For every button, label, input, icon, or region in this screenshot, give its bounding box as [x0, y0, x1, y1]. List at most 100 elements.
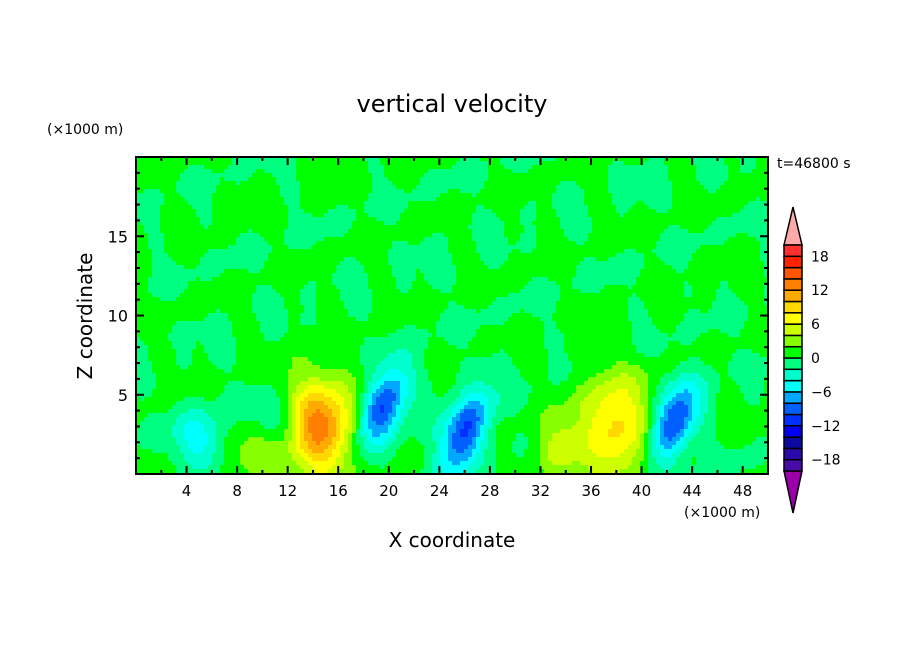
- contour-cell: [704, 185, 720, 189]
- contour-cell: [688, 425, 692, 429]
- contour-cell: [440, 437, 448, 441]
- contour-cell: [396, 433, 432, 437]
- x-tick-label: 44: [683, 482, 702, 500]
- contour-cell: [360, 393, 364, 397]
- contour-cell: [296, 425, 300, 429]
- contour-cell: [152, 293, 180, 297]
- contour-cell: [648, 389, 656, 393]
- contour-cell: [240, 233, 260, 237]
- contour-cell: [460, 389, 496, 393]
- contour-cell: [664, 409, 668, 413]
- contour-cell: [352, 413, 356, 417]
- contour-cell: [484, 437, 488, 441]
- contour-cell: [224, 441, 244, 445]
- contour-cell: [504, 233, 520, 237]
- contour-cell: [496, 433, 516, 437]
- contour-cell: [204, 445, 216, 449]
- contour-cell: [336, 433, 340, 437]
- contour-cell: [476, 421, 484, 425]
- contour-cell: [640, 441, 644, 445]
- contour-cell: [284, 429, 292, 433]
- contour-cell: [544, 337, 564, 341]
- contour-cell: [528, 445, 540, 449]
- contour-cell: [472, 381, 484, 385]
- contour-cell: [552, 317, 628, 321]
- contour-cell: [724, 445, 744, 449]
- contour-cell: [400, 217, 472, 221]
- contour-cell: [696, 421, 704, 425]
- contour-cell: [392, 401, 400, 405]
- contour-cell: [180, 177, 220, 181]
- contour-cell: [368, 193, 440, 197]
- contour-cell: [484, 433, 488, 437]
- contour-cell: [744, 445, 768, 449]
- contour-cell: [592, 221, 712, 225]
- contour-cell: [324, 393, 340, 397]
- contour-cell: [148, 241, 164, 245]
- contour-cell: [188, 165, 204, 169]
- contour-cell: [716, 437, 756, 441]
- contour-cell: [396, 453, 424, 457]
- contour-cell: [364, 457, 392, 461]
- contour-cell: [248, 177, 276, 181]
- contour-cell: [436, 421, 444, 425]
- contour-cell: [160, 221, 200, 225]
- contour-cell: [160, 229, 248, 233]
- contour-cell: [472, 221, 504, 225]
- contour-cell: [156, 377, 288, 381]
- contour-cell: [664, 445, 672, 449]
- contour-cell: [608, 177, 668, 181]
- contour-cell: [136, 273, 152, 277]
- contour-cell: [604, 369, 644, 373]
- contour-cell: [648, 309, 688, 313]
- contour-cell: [568, 357, 688, 361]
- contour-cell: [632, 293, 636, 297]
- contour-cell: [280, 397, 288, 401]
- colorbar-under-arrow: [783, 470, 803, 514]
- contour-cell: [544, 409, 580, 413]
- contour-cell: [488, 433, 496, 437]
- contour-cell: [280, 417, 288, 421]
- contour-cell: [400, 289, 408, 293]
- contour-cell: [216, 441, 224, 445]
- contour-cell: [480, 465, 496, 469]
- contour-cell: [608, 433, 620, 437]
- contour-cell: [616, 205, 632, 209]
- contour-cell: [308, 417, 328, 421]
- contour-cell: [396, 437, 408, 441]
- contour-cell: [232, 157, 296, 161]
- contour-cell: [708, 405, 716, 409]
- contour-cell: [620, 469, 640, 473]
- contour-cell: [692, 401, 700, 405]
- contour-cell: [692, 425, 700, 429]
- colorbar-swatch: [783, 255, 803, 269]
- colorbar-swatch: [783, 391, 803, 404]
- contour-cell: [764, 389, 768, 393]
- contour-cell: [344, 381, 356, 385]
- contour-cell: [444, 421, 452, 425]
- contour-cell: [580, 289, 600, 293]
- contour-cell: [652, 449, 660, 453]
- contour-cell: [392, 417, 400, 421]
- contour-cell: [592, 469, 620, 473]
- contour-cell: [136, 265, 152, 269]
- contour-cell: [684, 449, 768, 453]
- contour-cell: [392, 405, 396, 409]
- contour-cell: [608, 173, 668, 177]
- contour-cell: [468, 341, 544, 345]
- contour-cell: [476, 429, 480, 433]
- contour-cell: [400, 389, 408, 393]
- contour-cell: [368, 313, 440, 317]
- contour-cell: [448, 425, 456, 429]
- contour-cell: [372, 417, 388, 421]
- contour-cell: [408, 381, 416, 385]
- contour-cell: [300, 297, 316, 301]
- contour-cell: [292, 393, 300, 397]
- contour-cell: [396, 285, 412, 289]
- contour-cell: [364, 429, 372, 433]
- contour-cell: [372, 297, 496, 301]
- contour-cell: [448, 245, 476, 249]
- contour-cell: [452, 437, 472, 441]
- contour-cell: [136, 469, 176, 473]
- contour-cell: [424, 449, 436, 453]
